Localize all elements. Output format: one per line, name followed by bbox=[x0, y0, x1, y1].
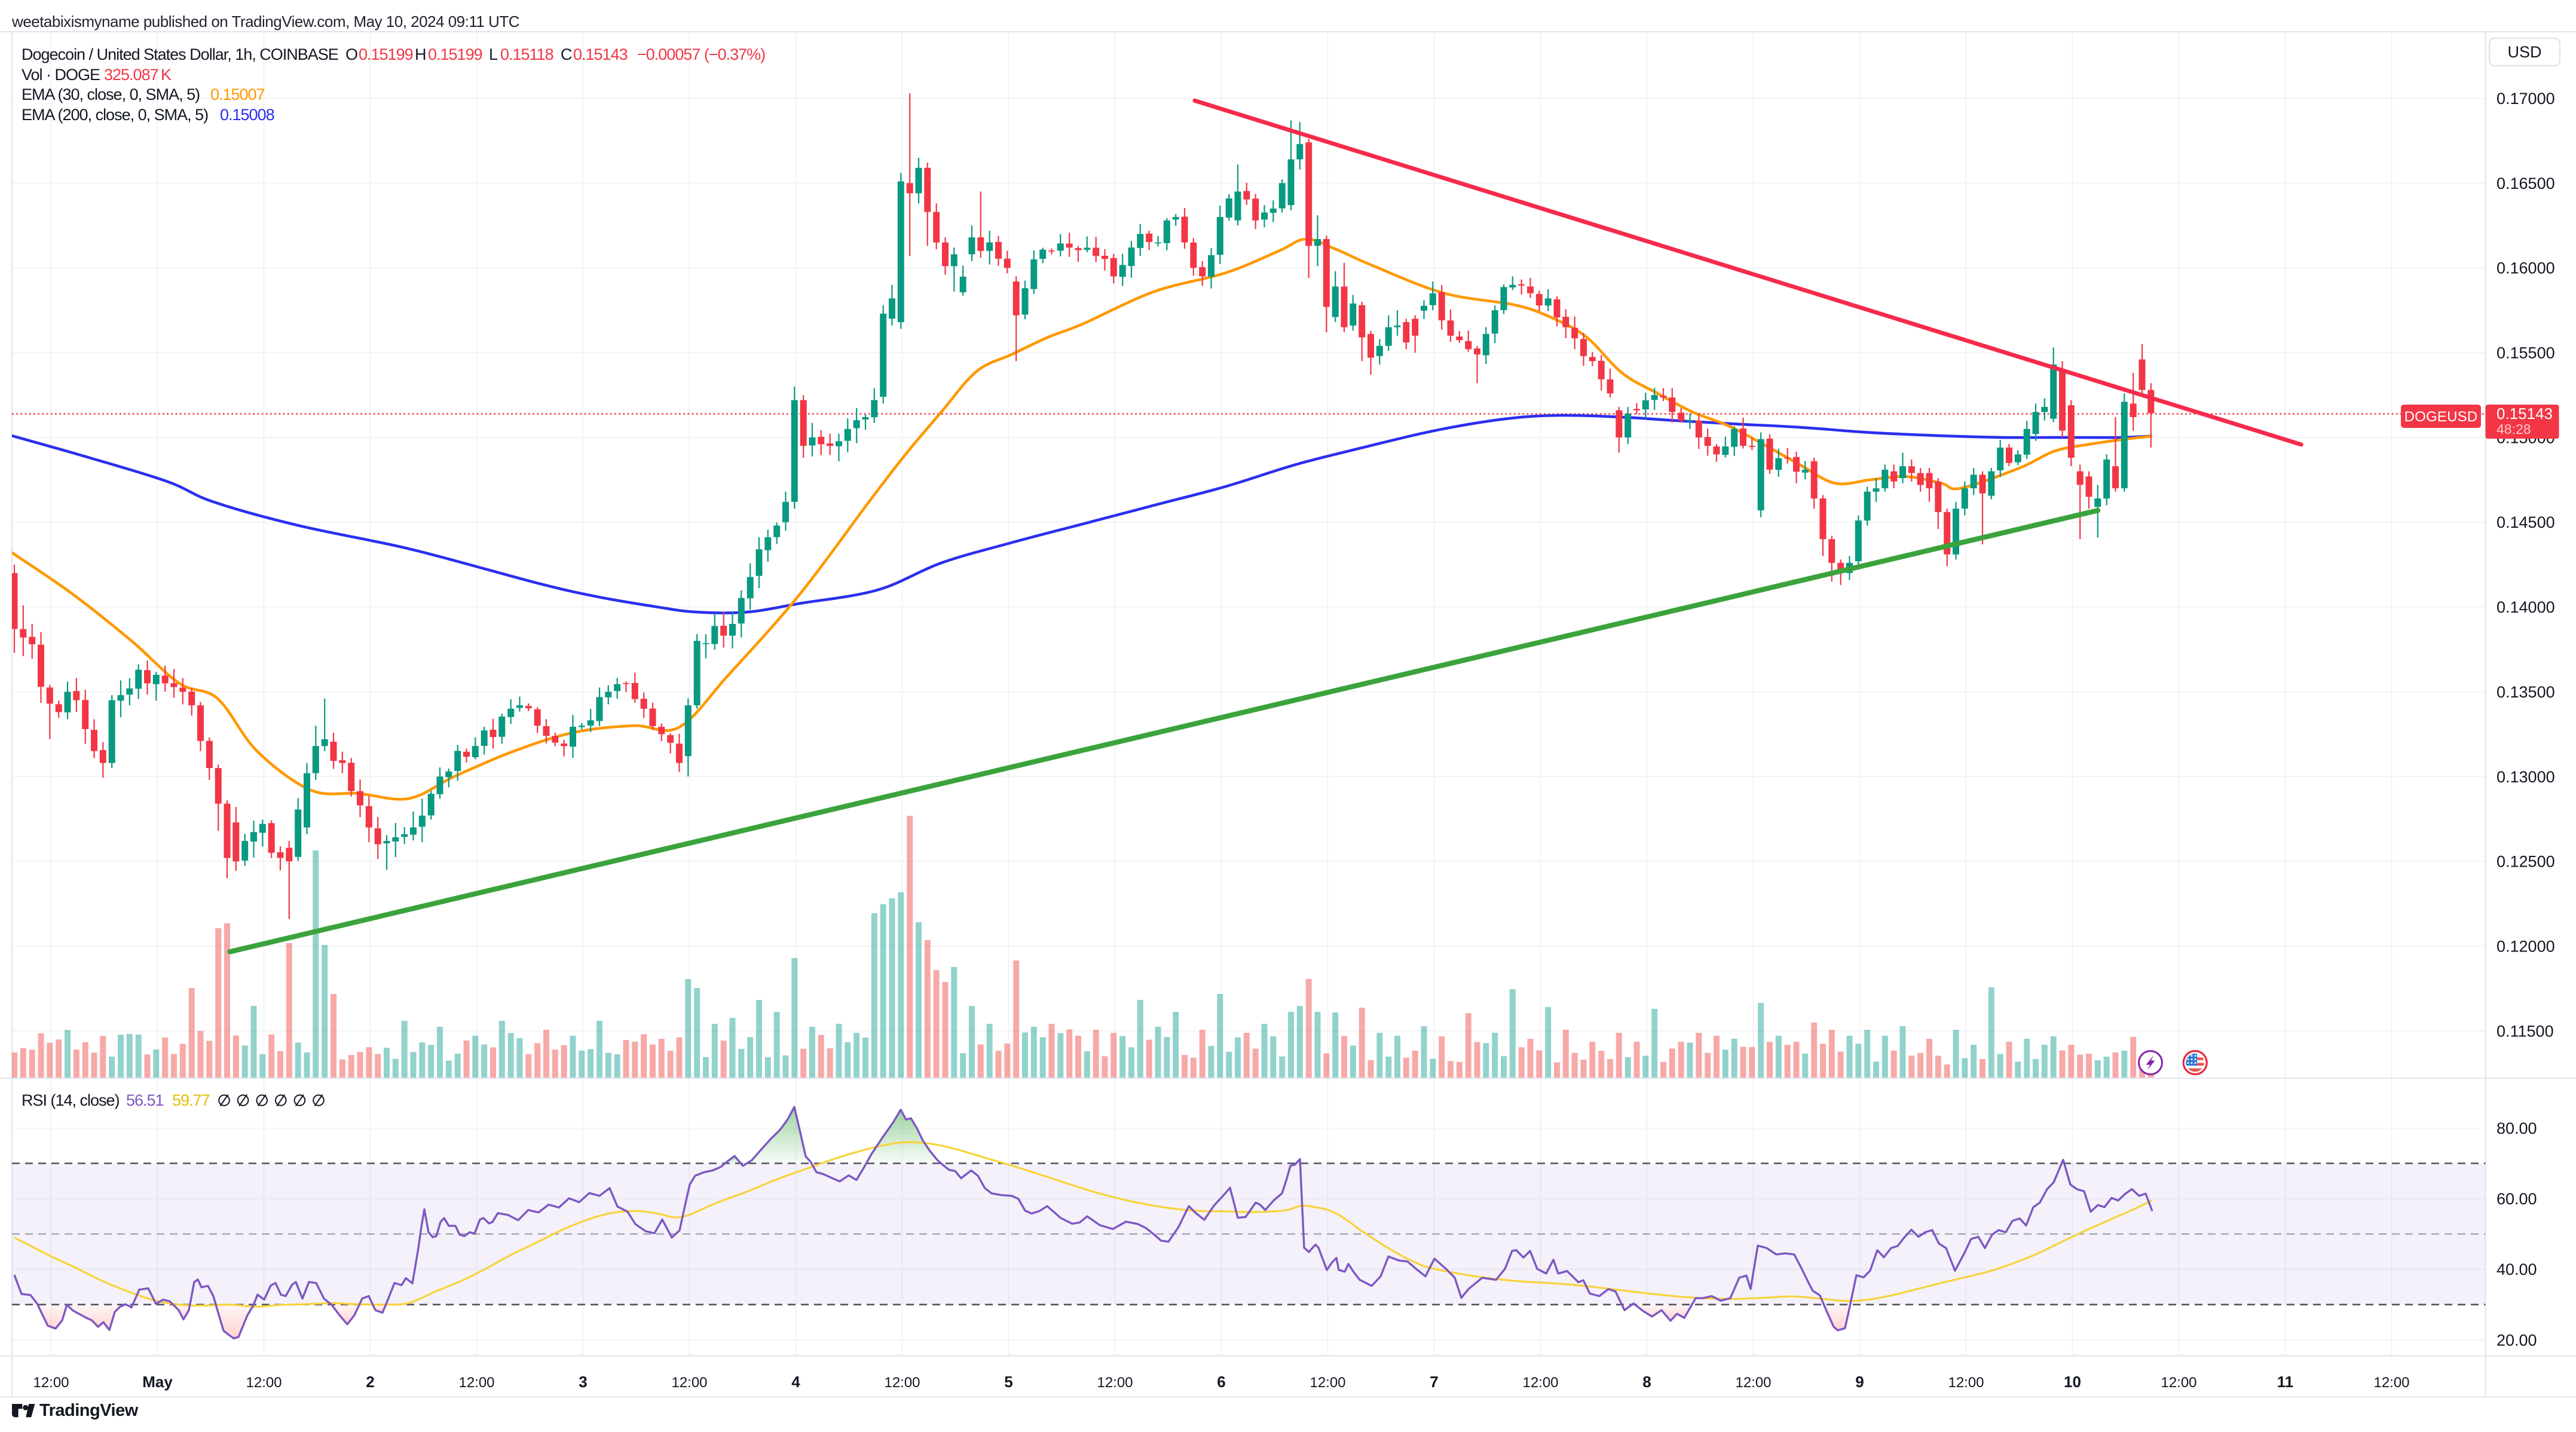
svg-text:EMA (200, close, 0, SMA, 5)0.1: EMA (200, close, 0, SMA, 5) 0.15008 bbox=[22, 106, 274, 124]
svg-text:5: 5 bbox=[1004, 1373, 1012, 1391]
svg-text:TradingView: TradingView bbox=[39, 1401, 139, 1420]
svg-text:0.15143: 0.15143 bbox=[2497, 405, 2553, 423]
svg-text:USD: USD bbox=[2507, 43, 2541, 61]
svg-text:12:00: 12:00 bbox=[2161, 1375, 2196, 1391]
svg-text:0.13000: 0.13000 bbox=[2497, 768, 2555, 786]
svg-text:2: 2 bbox=[366, 1373, 374, 1391]
svg-text:0.12500: 0.12500 bbox=[2497, 853, 2555, 871]
svg-text:60.00: 60.00 bbox=[2497, 1190, 2537, 1208]
svg-text:0.14000: 0.14000 bbox=[2497, 598, 2555, 616]
svg-text:3: 3 bbox=[579, 1373, 587, 1391]
svg-text:8: 8 bbox=[1642, 1373, 1651, 1391]
svg-text:0.14500: 0.14500 bbox=[2497, 513, 2555, 531]
svg-text:weetabixismyname published on: weetabixismyname published on TradingVie… bbox=[11, 13, 519, 30]
svg-text:0.16500: 0.16500 bbox=[2497, 175, 2555, 192]
svg-text:9: 9 bbox=[1855, 1373, 1864, 1391]
svg-text:12:00: 12:00 bbox=[1735, 1375, 1771, 1391]
svg-text:40.00: 40.00 bbox=[2497, 1260, 2537, 1278]
svg-text:12:00: 12:00 bbox=[458, 1375, 494, 1391]
svg-text:0.11500: 0.11500 bbox=[2497, 1022, 2554, 1040]
svg-text:0.16000: 0.16000 bbox=[2497, 259, 2555, 277]
svg-text:7: 7 bbox=[1430, 1373, 1438, 1391]
svg-text:12:00: 12:00 bbox=[1948, 1375, 1984, 1391]
svg-text:12:00: 12:00 bbox=[1310, 1375, 1345, 1391]
svg-text:10: 10 bbox=[2064, 1373, 2081, 1391]
svg-text:0.12000: 0.12000 bbox=[2497, 938, 2555, 956]
svg-text:12:00: 12:00 bbox=[1097, 1375, 1133, 1391]
svg-text:Dogecoin / United States Dolla: Dogecoin / United States Dollar, 1h, COI… bbox=[22, 45, 765, 63]
svg-text:12:00: 12:00 bbox=[33, 1375, 69, 1391]
svg-text:80.00: 80.00 bbox=[2497, 1119, 2537, 1137]
svg-text:12:00: 12:00 bbox=[2373, 1375, 2409, 1391]
svg-text:DOGEUSD: DOGEUSD bbox=[2404, 409, 2478, 425]
svg-text:12:00: 12:00 bbox=[246, 1375, 282, 1391]
svg-text:12:00: 12:00 bbox=[884, 1375, 920, 1391]
svg-text:0.15500: 0.15500 bbox=[2497, 344, 2555, 362]
svg-text:6: 6 bbox=[1217, 1373, 1225, 1391]
svg-text:EMA (30, close, 0, SMA, 5)0.15: EMA (30, close, 0, SMA, 5) 0.15007 bbox=[22, 85, 265, 103]
svg-text:May: May bbox=[142, 1373, 173, 1391]
svg-text:48:28: 48:28 bbox=[2497, 421, 2531, 437]
svg-text:12:00: 12:00 bbox=[671, 1375, 707, 1391]
svg-text:20.00: 20.00 bbox=[2497, 1331, 2537, 1349]
svg-text:11: 11 bbox=[2277, 1373, 2294, 1391]
svg-text:0.13500: 0.13500 bbox=[2497, 683, 2555, 701]
svg-text:0.17000: 0.17000 bbox=[2497, 90, 2555, 108]
svg-text:4: 4 bbox=[791, 1373, 800, 1391]
svg-text:12:00: 12:00 bbox=[1522, 1375, 1558, 1391]
